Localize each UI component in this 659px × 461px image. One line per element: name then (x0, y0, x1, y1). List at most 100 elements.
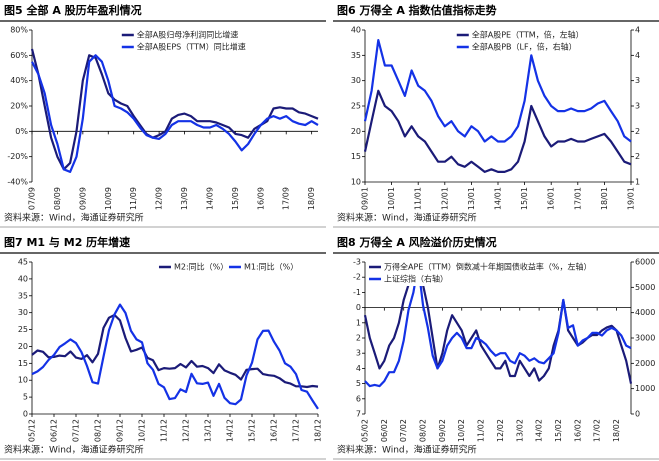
series-line (31, 54, 319, 173)
series-line (31, 313, 319, 389)
y-tick-label: -1 (353, 288, 361, 297)
x-tick-label: 18/12 (314, 419, 323, 442)
y2-tick-label: 1 (635, 178, 640, 187)
x-tick-label: 07/02 (399, 419, 408, 442)
x-tick-label: 05/02 (361, 419, 370, 442)
x-tick-label: 18/01 (600, 187, 609, 210)
y-tick-label: 0% (15, 127, 28, 136)
y2-tick-label: 3 (635, 76, 640, 85)
x-tick-label: 17/02 (593, 419, 602, 442)
series-line (30, 48, 319, 171)
chart-title: 图8 万得全 A 风险溢价历史情况 (337, 235, 497, 249)
y2-tick-label: 4000 (635, 308, 655, 317)
y-tick-label: 0 (23, 410, 28, 419)
y-tick-label: 10 (18, 376, 28, 385)
legend-box (367, 260, 599, 286)
y2-tick-label: 3000 (635, 334, 655, 343)
chart-title: 图7 M1 与 M2 历年增速 (4, 235, 130, 249)
y-tick-label: -20% (7, 152, 28, 161)
y-tick-label: 5 (23, 393, 28, 402)
y2-tick-label: 2 (635, 127, 640, 136)
y-tick-label: 20 (351, 127, 361, 136)
x-tick-label: 14/12 (226, 419, 235, 442)
x-tick-label: 17/01 (573, 187, 582, 210)
x-tick-label: 09/02 (438, 419, 447, 442)
y2-tick-label: 6000 (635, 258, 655, 267)
x-tick-label: 14/09 (205, 187, 214, 210)
x-tick-label: 12/01 (440, 187, 449, 210)
x-tick-label: 07/12 (72, 419, 81, 442)
y-tick-label: 35 (351, 51, 361, 60)
y2-tick-label: 4 (635, 51, 640, 60)
x-tick-label: 18/02 (612, 419, 621, 442)
legend-label: 全部A股归母净利润同比增速 (137, 30, 238, 40)
y2-tick-label: 2000 (635, 359, 655, 368)
x-tick-label: 16/01 (547, 187, 556, 210)
x-tick-label: 09/01 (361, 187, 370, 210)
x-tick-label: 17/09 (282, 187, 291, 210)
chart-title: 图6 万得全 A 指数估值指标走势 (337, 3, 497, 17)
y-tick-label: -3 (353, 258, 361, 267)
y-tick-label: 7 (356, 410, 361, 419)
source-note: 资料来源：Wind，海通证券研究所 (337, 444, 477, 456)
y-tick-label: 80% (10, 26, 28, 35)
y-tick-label: 25 (18, 325, 28, 334)
x-tick-label: 10/09 (104, 187, 113, 210)
legend-label: 上证综指（右轴） (384, 274, 448, 284)
y-tick-label: 40 (18, 274, 28, 283)
x-tick-label: 12/12 (182, 419, 191, 442)
y-tick-label: 20 (18, 342, 28, 351)
x-tick-label: 16/02 (573, 419, 582, 442)
legend-label: M1:同比（%） (244, 262, 298, 272)
x-tick-label: 12/09 (155, 187, 164, 210)
y-tick-label: 5 (356, 379, 361, 388)
series-line (364, 263, 632, 388)
x-tick-label: 11/12 (160, 419, 169, 442)
x-tick-label: 08/12 (94, 419, 103, 442)
y-tick-label: 3 (356, 349, 361, 358)
x-tick-label: 13/01 (467, 187, 476, 210)
source-note: 资料来源：Wind，海通证券研究所 (4, 212, 144, 224)
y2-tick-label: 4 (635, 26, 640, 35)
y-tick-label: 15 (351, 152, 361, 161)
x-tick-label: 15/12 (248, 419, 257, 442)
legend-label: 万得全APE（TTM）倒数减十年期国债收益率（%，左轴） (384, 262, 592, 272)
x-tick-label: 14/01 (494, 187, 503, 210)
legend-label: 全部A股PE（TTM，倍，左轴） (472, 30, 584, 40)
legend-label: 全部A股PB（LF，倍，右轴） (472, 42, 577, 52)
legend-label: M2:同比（%） (174, 262, 228, 272)
x-tick-label: 10/12 (138, 419, 147, 442)
x-tick-label: 11/09 (129, 187, 138, 210)
x-tick-label: 16/12 (270, 419, 279, 442)
y-tick-label: -2 (353, 273, 361, 282)
y-tick-label: 6 (356, 394, 361, 403)
y-tick-label: 4 (356, 364, 361, 373)
x-tick-label: 19/01 (627, 187, 636, 210)
x-tick-label: 17/12 (292, 419, 301, 442)
source-note: 资料来源：Wind，海通证券研究所 (4, 444, 144, 456)
x-tick-label: 10/01 (387, 187, 396, 210)
chart-title: 图5 全部 A 股历年盈利情况 (4, 3, 142, 17)
y2-tick-label: 5000 (635, 283, 655, 292)
x-tick-label: 13/09 (180, 187, 189, 210)
x-tick-label: 07/09 (28, 187, 37, 210)
y-tick-label: 0 (356, 303, 361, 312)
series-line (363, 89, 632, 173)
x-tick-label: 18/09 (307, 187, 316, 210)
x-tick-label: 11/01 (414, 187, 423, 210)
x-tick-label: 15/01 (520, 187, 529, 210)
x-tick-label: 05/12 (28, 419, 37, 442)
y-tick-label: 30 (351, 76, 361, 85)
x-tick-label: 14/02 (535, 419, 544, 442)
x-tick-label: 13/12 (204, 419, 213, 442)
y-tick-label: 35 (18, 291, 28, 300)
x-tick-label: 09/12 (116, 419, 125, 442)
x-tick-label: 06/12 (50, 419, 59, 442)
y-tick-label: 10 (351, 178, 361, 187)
y-tick-label: 40% (10, 76, 28, 85)
y2-tick-label: 2 (635, 152, 640, 161)
x-tick-label: 10/02 (457, 419, 466, 442)
x-tick-label: 15/09 (231, 187, 240, 210)
